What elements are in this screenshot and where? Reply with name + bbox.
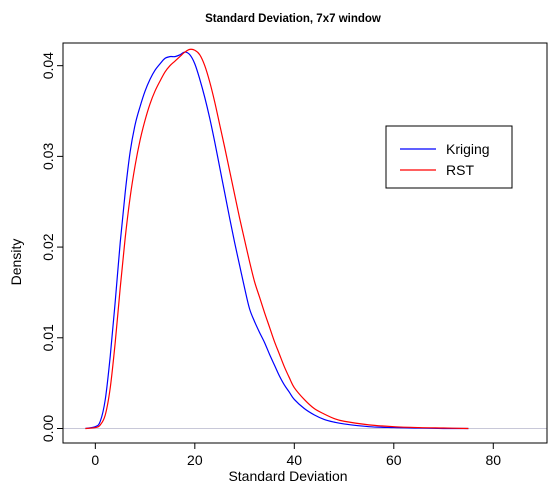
- x-tick-label: 80: [485, 452, 501, 468]
- x-tick-label: 20: [187, 452, 203, 468]
- y-axis: 0.00 0.01 0.02 0.03 0.04: [40, 52, 63, 442]
- x-tick-label: 0: [91, 452, 99, 468]
- y-tick-label: 0.01: [40, 324, 56, 351]
- legend-label-rst: RST: [446, 162, 474, 178]
- y-tick-label: 0.02: [40, 233, 56, 260]
- y-tick-label: 0.03: [40, 143, 56, 170]
- x-tick-label: 60: [386, 452, 402, 468]
- legend-label-kriging: Kriging: [446, 141, 490, 157]
- legend: Kriging RST: [385, 125, 513, 189]
- x-tick-label: 40: [287, 452, 303, 468]
- x-axis-label: Standard Deviation: [228, 468, 347, 484]
- series-line-kriging: [85, 51, 469, 430]
- x-axis: 0 20 40 60 80: [91, 443, 501, 468]
- legend-box: [385, 125, 513, 189]
- series-layer: [85, 48, 469, 430]
- chart-title: Standard Deviation, 7x7 window: [205, 13, 381, 25]
- y-tick-label: 0.04: [40, 52, 56, 79]
- plot-frame: [62, 42, 548, 444]
- series-line-rst: [85, 48, 469, 430]
- y-tick-label: 0.00: [40, 415, 56, 442]
- y-axis-label: Density: [8, 239, 24, 286]
